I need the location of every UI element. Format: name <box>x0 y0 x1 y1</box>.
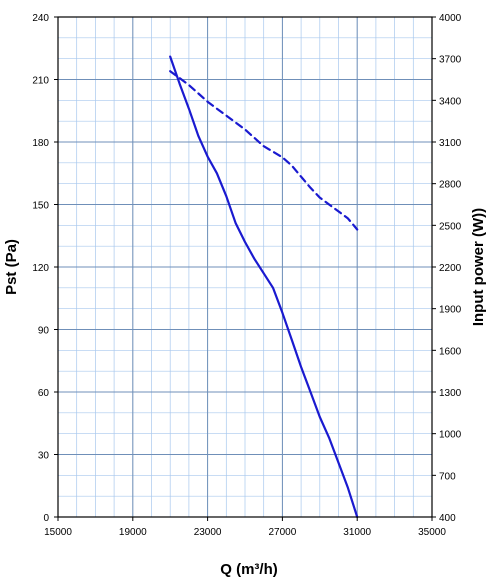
ticks-layer: 15000 19000 23000 27000 31000 35000 0 30 60 90 120… <box>32 13 461 538</box>
x-tick-label: 35000 <box>418 527 446 538</box>
y2-tick-label: 700 <box>439 471 456 482</box>
x-tick-label: 31000 <box>343 527 371 538</box>
y2-axis-title: Input power (W)) <box>470 208 487 326</box>
y-tick-label: 150 <box>32 201 49 212</box>
y-tick-label: 180 <box>32 138 49 149</box>
pressure-curve-solid <box>169 55 359 519</box>
y-tick-label: 0 <box>43 513 49 524</box>
y-tick-label: 90 <box>38 326 50 337</box>
series-layer <box>169 55 359 519</box>
grid <box>57 16 433 518</box>
x-tick-label: 15000 <box>44 527 72 538</box>
y2-tick-label: 1000 <box>439 430 462 441</box>
y2-tick-label: 4000 <box>439 13 462 24</box>
y2-tick-label: 1900 <box>439 305 462 316</box>
x-axis-title: Q (m³/h) <box>220 561 278 578</box>
y2-tick-label: 400 <box>439 513 456 524</box>
y-tick-label: 30 <box>38 451 50 462</box>
y-tick-label: 60 <box>38 388 50 399</box>
y-tick-label: 210 <box>32 76 49 87</box>
power-curve-dashed <box>169 70 359 231</box>
x-tick-label: 23000 <box>194 527 222 538</box>
x-tick-label: 19000 <box>119 527 147 538</box>
y2-tick-label: 1600 <box>439 346 462 357</box>
y2-tick-label: 3700 <box>439 55 462 66</box>
y2-tick-label: 2800 <box>439 180 462 191</box>
y2-tick-label: 2200 <box>439 263 462 274</box>
y2-tick-label: 3100 <box>439 138 462 149</box>
y2-tick-label: 1300 <box>439 388 462 399</box>
y-tick-label: 240 <box>32 13 49 24</box>
y2-tick-label: 2500 <box>439 221 462 232</box>
y-tick-label: 120 <box>32 263 49 274</box>
x-tick-label: 27000 <box>268 527 296 538</box>
y2-tick-label: 3400 <box>439 96 462 107</box>
y-axis-title: Pst (Pa) <box>3 239 20 295</box>
